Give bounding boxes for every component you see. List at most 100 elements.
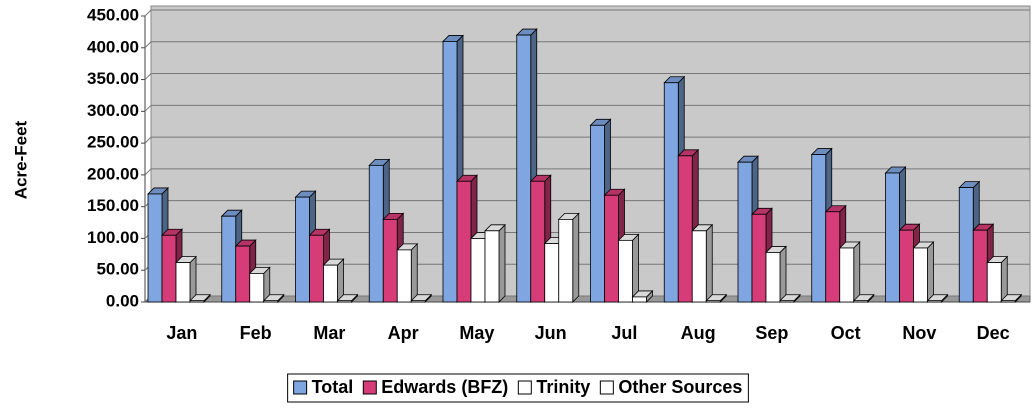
grid-line (144, 73, 1030, 80)
bar (765, 245, 787, 303)
bar-front (972, 229, 988, 303)
bar-front (811, 154, 827, 303)
legend-swatch (293, 380, 308, 395)
bar-front (590, 124, 605, 303)
bar (617, 233, 640, 303)
x-tick-label: Feb (240, 323, 272, 343)
bar (852, 293, 875, 303)
bar-front (544, 243, 560, 303)
grid-line (144, 168, 1030, 176)
x-tick-label: Jul (611, 323, 637, 343)
bar (779, 293, 801, 303)
x-tick-label: May (459, 323, 494, 343)
bar-front (161, 234, 177, 303)
x-tick-label: Mar (313, 323, 345, 343)
legend-box (287, 373, 749, 403)
y-tick-label: 300.00 (87, 101, 139, 120)
bar-front (456, 180, 472, 303)
legend-label: Total (312, 377, 354, 397)
bar (557, 212, 580, 303)
bar-front (677, 155, 693, 303)
y-tick-label: 250.00 (87, 133, 139, 152)
y-tick-label: 450.00 (87, 5, 139, 24)
bar-front (263, 300, 279, 303)
bar-side (705, 223, 713, 303)
bar (396, 242, 419, 303)
bar-front (779, 300, 795, 303)
bar (410, 293, 433, 303)
bar-front (442, 41, 458, 303)
bar (926, 293, 949, 303)
bar-front (958, 187, 974, 303)
bar-front (604, 194, 619, 303)
y-tick-label: 350.00 (87, 69, 139, 88)
bar-side (853, 241, 861, 303)
y-tick-label: 100.00 (87, 228, 139, 247)
bar-front (986, 262, 1002, 303)
grid-line (144, 104, 1030, 112)
bar (189, 293, 211, 303)
bar-front (337, 300, 352, 303)
bar-front (927, 300, 942, 303)
bar-front (221, 215, 237, 303)
bar-front (825, 211, 841, 303)
bar (175, 255, 197, 303)
bar-front (751, 213, 767, 303)
bar-front (309, 234, 324, 303)
bar-front (368, 164, 384, 303)
bar-front (516, 34, 532, 303)
bar-side (498, 223, 506, 303)
bar-front (382, 218, 398, 303)
y-tick-label: 200.00 (87, 164, 139, 183)
bar-front (470, 238, 486, 303)
bar-front (691, 230, 707, 303)
bar (1000, 293, 1023, 303)
grid-line (144, 136, 1030, 144)
legend-label: Edwards (BFZ) (381, 377, 508, 397)
bar (322, 258, 345, 303)
bar-front (189, 300, 205, 303)
legend-swatch (517, 380, 532, 395)
bar (838, 241, 861, 303)
x-tick-label: Oct (831, 323, 861, 343)
bar-front (249, 272, 265, 303)
bar-front (765, 252, 781, 303)
bar-front (484, 230, 500, 303)
bar-front (323, 264, 338, 303)
bar (631, 289, 654, 303)
y-tick-label: 0.00 (106, 291, 139, 310)
bar-side (410, 242, 418, 303)
x-tick-label: Aug (681, 323, 716, 343)
bar-front (410, 300, 426, 303)
bar-front (558, 218, 574, 303)
legend-swatch (599, 380, 614, 395)
bar-front (396, 249, 412, 303)
bar-front (885, 172, 900, 303)
x-tick-label: Jan (166, 323, 197, 343)
x-tick-label: Apr (388, 323, 419, 343)
bar-front (853, 300, 869, 303)
grid-line (144, 9, 1030, 17)
bar-front (1000, 300, 1016, 303)
bar (691, 223, 714, 303)
legend: Total Edwards (BFZ) Trinity Other Sources (293, 377, 742, 397)
bar-front (632, 296, 647, 303)
bar-front (618, 239, 633, 303)
bar (262, 293, 285, 303)
bar-front (295, 196, 310, 303)
bar-front (899, 229, 914, 303)
x-tick-label: Dec (977, 323, 1010, 343)
bar (986, 255, 1009, 303)
grid-line (144, 41, 1030, 49)
bar (484, 223, 506, 303)
bar (705, 293, 728, 303)
x-tick-label: Sep (755, 323, 788, 343)
bar-front (147, 193, 163, 303)
bar (912, 241, 935, 303)
legend-label: Other Sources (618, 377, 742, 397)
y-tick-label: 50.00 (96, 260, 139, 279)
legend-label: Trinity (536, 377, 590, 397)
bar-front (663, 82, 679, 303)
bar-front (839, 247, 855, 303)
legend-swatch (362, 380, 377, 395)
